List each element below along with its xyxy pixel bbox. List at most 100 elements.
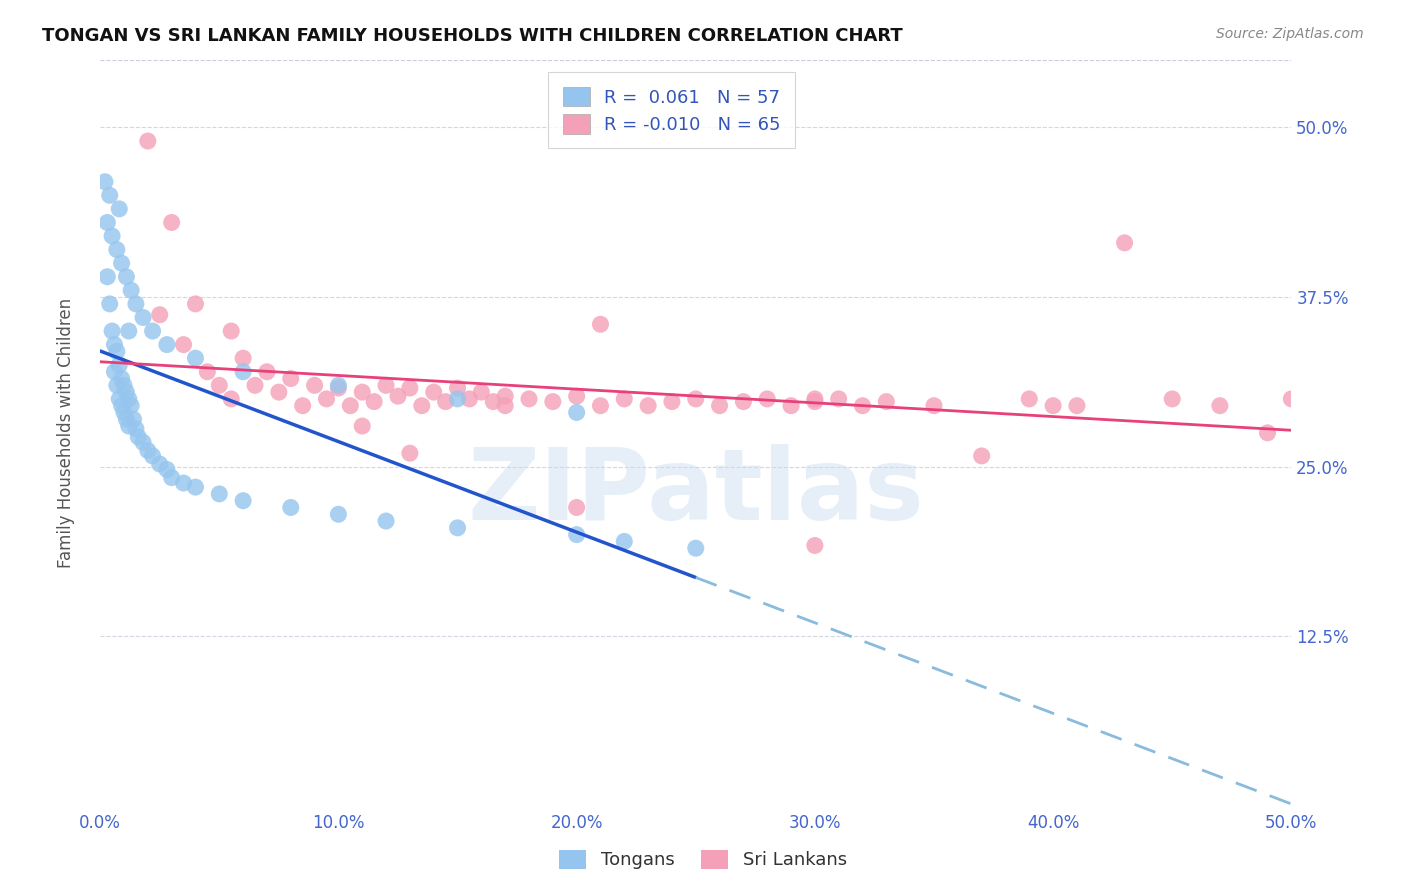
- Point: [685, 392, 707, 406]
- Point: [101, 324, 124, 338]
- Point: [494, 389, 516, 403]
- Point: [328, 381, 350, 395]
- Point: [804, 539, 827, 553]
- Point: [98, 297, 121, 311]
- Point: [1209, 399, 1232, 413]
- Point: [613, 534, 636, 549]
- Point: [118, 392, 141, 406]
- Point: [98, 188, 121, 202]
- Point: [94, 175, 117, 189]
- Point: [101, 229, 124, 244]
- Point: [328, 378, 350, 392]
- Text: Source: ZipAtlas.com: Source: ZipAtlas.com: [1216, 27, 1364, 41]
- Point: [494, 399, 516, 413]
- Point: [149, 457, 172, 471]
- Point: [387, 389, 409, 403]
- Point: [243, 378, 266, 392]
- Point: [219, 392, 242, 406]
- Point: [103, 337, 125, 351]
- Point: [132, 435, 155, 450]
- Point: [1066, 399, 1088, 413]
- Point: [132, 310, 155, 325]
- Point: [120, 283, 142, 297]
- Point: [96, 215, 118, 229]
- Point: [589, 318, 612, 332]
- Point: [105, 243, 128, 257]
- Point: [267, 385, 290, 400]
- Point: [112, 405, 135, 419]
- Point: [142, 324, 165, 338]
- Point: [637, 399, 659, 413]
- Point: [565, 500, 588, 515]
- Text: TONGAN VS SRI LANKAN FAMILY HOUSEHOLDS WITH CHILDREN CORRELATION CHART: TONGAN VS SRI LANKAN FAMILY HOUSEHOLDS W…: [42, 27, 903, 45]
- Point: [142, 449, 165, 463]
- Point: [804, 392, 827, 406]
- Point: [118, 324, 141, 338]
- Point: [122, 412, 145, 426]
- Point: [173, 476, 195, 491]
- Point: [125, 297, 148, 311]
- Point: [1279, 392, 1302, 406]
- Point: [115, 412, 138, 426]
- Point: [828, 392, 851, 406]
- Point: [136, 134, 159, 148]
- Legend: Tongans, Sri Lankans: Tongans, Sri Lankans: [550, 840, 856, 879]
- Point: [96, 269, 118, 284]
- Point: [804, 394, 827, 409]
- Text: ZIPatlas: ZIPatlas: [467, 444, 924, 541]
- Point: [565, 405, 588, 419]
- Point: [125, 422, 148, 436]
- Point: [232, 351, 254, 366]
- Point: [232, 493, 254, 508]
- Point: [195, 365, 218, 379]
- Point: [208, 487, 231, 501]
- Point: [208, 378, 231, 392]
- Point: [339, 399, 361, 413]
- Point: [685, 541, 707, 556]
- Point: [111, 371, 134, 385]
- Point: [446, 381, 468, 395]
- Point: [756, 392, 779, 406]
- Point: [127, 430, 149, 444]
- Point: [709, 399, 731, 413]
- Point: [411, 399, 433, 413]
- Point: [111, 399, 134, 413]
- Point: [399, 381, 422, 395]
- Point: [1161, 392, 1184, 406]
- Point: [118, 419, 141, 434]
- Point: [565, 389, 588, 403]
- Point: [517, 392, 540, 406]
- Point: [541, 394, 564, 409]
- Point: [352, 385, 374, 400]
- Point: [434, 394, 457, 409]
- Point: [112, 378, 135, 392]
- Point: [115, 385, 138, 400]
- Point: [108, 392, 131, 406]
- Point: [470, 385, 492, 400]
- Point: [399, 446, 422, 460]
- Point: [446, 521, 468, 535]
- Point: [458, 392, 481, 406]
- Point: [256, 365, 278, 379]
- Point: [115, 269, 138, 284]
- Point: [120, 399, 142, 413]
- Point: [613, 392, 636, 406]
- Point: [160, 215, 183, 229]
- Point: [1257, 425, 1279, 440]
- Point: [565, 527, 588, 541]
- Point: [315, 392, 337, 406]
- Point: [219, 324, 242, 338]
- Legend: R =  0.061   N = 57, R = -0.010   N = 65: R = 0.061 N = 57, R = -0.010 N = 65: [548, 72, 796, 148]
- Point: [589, 399, 612, 413]
- Point: [184, 480, 207, 494]
- Point: [103, 365, 125, 379]
- Point: [482, 394, 505, 409]
- Point: [875, 394, 897, 409]
- Point: [184, 297, 207, 311]
- Point: [733, 394, 755, 409]
- Point: [108, 358, 131, 372]
- Point: [661, 394, 683, 409]
- Point: [375, 378, 398, 392]
- Point: [105, 378, 128, 392]
- Point: [375, 514, 398, 528]
